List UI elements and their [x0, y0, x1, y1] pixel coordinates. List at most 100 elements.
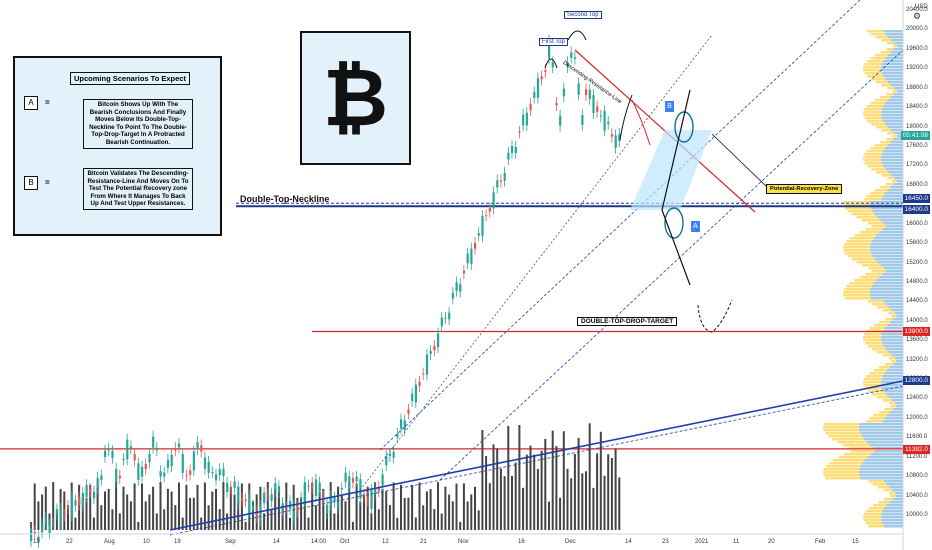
- candle-body: [422, 373, 425, 375]
- y-tick: 10000.0: [906, 512, 928, 518]
- volume-profile-bar: [874, 213, 903, 216]
- volume-bar: [277, 491, 280, 530]
- y-tick: 18800.0: [906, 84, 928, 91]
- candle-body: [425, 354, 429, 375]
- volume-bar: [540, 450, 543, 530]
- candle-body: [366, 497, 369, 502]
- volume-profile-bar: [859, 471, 903, 474]
- candle-body: [525, 112, 528, 126]
- volume-profile-bar: [884, 192, 903, 195]
- volume-profile-bar: [889, 486, 903, 489]
- volume-bar: [614, 448, 617, 530]
- volume-profile-bar: [896, 405, 903, 408]
- y-tick: 18000.0: [906, 123, 928, 130]
- volume-bar: [166, 488, 169, 530]
- x-tick: 14: [625, 539, 632, 545]
- volume-profile-bar: [860, 477, 903, 480]
- scenario-a-marker: A: [691, 221, 700, 232]
- volume-profile-bar: [885, 78, 903, 81]
- candle-body: [126, 439, 129, 460]
- candle-body: [255, 511, 258, 518]
- candle-body: [555, 102, 558, 106]
- scenarios-box: Upcoming Scenarios To Expect A = Bitcoin…: [13, 56, 222, 236]
- candle-body: [259, 506, 262, 521]
- volume-bar: [52, 482, 55, 530]
- volume-profile-bar: [888, 81, 903, 84]
- candle-body: [451, 292, 454, 299]
- y-tick: 14800.0: [906, 278, 928, 285]
- volume-bar: [318, 491, 321, 530]
- x-tick: Oct: [340, 539, 350, 545]
- trend-line: [169, 380, 904, 531]
- recovery-zone-label: Potential-Recovery-Zone: [766, 184, 843, 194]
- volume-profile-bar: [881, 519, 903, 522]
- volume-bar: [211, 491, 214, 530]
- volume-profile-bar: [887, 144, 903, 147]
- volume-profile-bar: [883, 390, 903, 393]
- volume-bar: [585, 471, 587, 530]
- volume-bar: [192, 497, 195, 530]
- volume-profile-bar: [888, 396, 903, 399]
- volume-profile-bar: [893, 183, 903, 186]
- volume-bar: [263, 513, 266, 530]
- volume-profile-bar: [882, 522, 903, 525]
- candle-body: [370, 490, 373, 509]
- volume-bar: [37, 501, 40, 530]
- volume-bar: [592, 487, 595, 530]
- volume-profile-bar: [870, 201, 903, 204]
- volume-bar: [252, 501, 254, 530]
- volume-profile-bar: [887, 99, 903, 102]
- volume-profile-bar: [870, 453, 903, 456]
- first-top-arc: [544, 58, 558, 69]
- volume-bar: [437, 482, 439, 530]
- x-tick: Dec: [565, 539, 576, 545]
- volume-profile-bar: [873, 282, 903, 285]
- y-tick: 11200.0: [906, 453, 928, 460]
- volume-profile-bar: [887, 189, 903, 192]
- volume-bar: [577, 437, 580, 530]
- volume-bar: [566, 468, 569, 530]
- candle-body: [96, 477, 99, 489]
- candle-body: [511, 146, 514, 153]
- candle-body: [222, 468, 225, 477]
- volume-profile-bar: [885, 303, 903, 306]
- candle-body: [351, 477, 355, 483]
- volume-profile-bar: [884, 525, 903, 528]
- y-tick: 16000.0: [906, 220, 928, 227]
- volume-profile-bar: [893, 138, 903, 141]
- volume-bar: [270, 509, 273, 530]
- candle-body: [363, 494, 366, 497]
- volume-profile-bar: [876, 279, 903, 282]
- volume-profile-bar: [885, 102, 903, 105]
- candle-body: [407, 409, 410, 414]
- volume-bar: [229, 486, 232, 530]
- volume-profile-bar: [891, 399, 903, 402]
- candle-body: [355, 476, 358, 482]
- volume-bar: [351, 521, 354, 530]
- volume-profile-bar: [888, 306, 903, 309]
- y-tick: 13600.0: [906, 337, 928, 344]
- volume-bar: [559, 497, 562, 530]
- volume-profile-bar: [895, 492, 903, 495]
- settings-icon[interactable]: ⚙: [913, 11, 922, 21]
- volume-bar: [455, 483, 458, 530]
- volume-bar: [96, 482, 99, 530]
- candle-body: [44, 517, 47, 524]
- volume-bar: [451, 501, 454, 530]
- scenario-b-circle: [674, 111, 694, 143]
- x-tick: 22: [66, 539, 73, 545]
- candle-body: [129, 446, 133, 449]
- volume-bar: [492, 444, 495, 530]
- volume-profile-bar: [859, 423, 903, 426]
- volume-profile-bar: [894, 87, 903, 90]
- volume-bar: [100, 505, 103, 530]
- volume-bar: [488, 483, 491, 530]
- volume-profile-bar: [874, 450, 903, 453]
- volume-bar: [203, 482, 206, 530]
- volume-profile-bar: [885, 168, 903, 171]
- volume-profile-bar: [887, 36, 903, 39]
- y-tick: 10800.0: [906, 473, 928, 480]
- candle-body: [577, 83, 580, 95]
- volume-profile-bar: [881, 153, 903, 156]
